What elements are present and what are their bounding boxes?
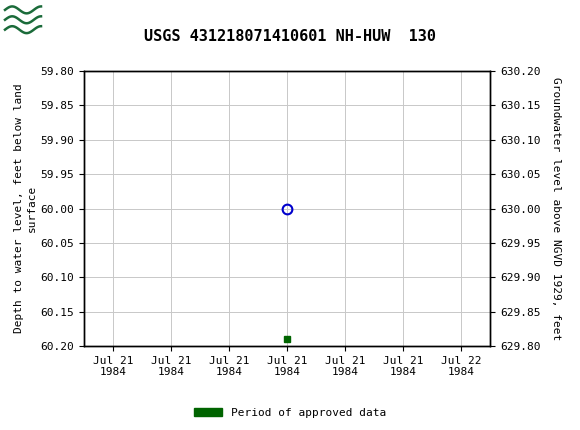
Text: USGS 431218071410601 NH-HUW  130: USGS 431218071410601 NH-HUW 130 [144,29,436,44]
Y-axis label: Groundwater level above NGVD 1929, feet: Groundwater level above NGVD 1929, feet [552,77,561,340]
Legend: Period of approved data: Period of approved data [190,403,390,422]
Bar [4,4,42,36]
Text: USGS: USGS [48,10,108,29]
Y-axis label: Depth to water level, feet below land
surface: Depth to water level, feet below land su… [14,84,37,333]
